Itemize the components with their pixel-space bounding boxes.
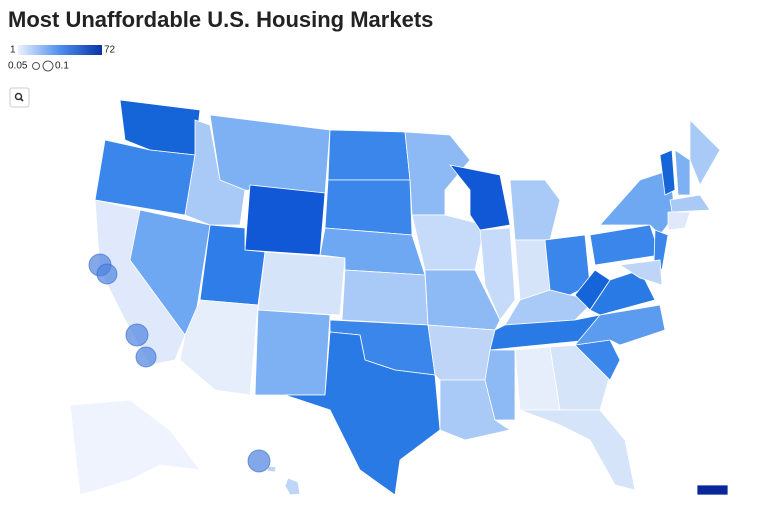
state[interactable]: [689, 119, 721, 186]
state[interactable]: [257, 251, 346, 316]
size-legend-small: 0.05: [8, 61, 28, 72]
state[interactable]: [254, 309, 331, 396]
state[interactable]: [674, 149, 691, 196]
state[interactable]: [509, 179, 561, 241]
states: [69, 99, 729, 496]
legend-min: 1: [10, 45, 16, 56]
state[interactable]: [427, 324, 496, 381]
state[interactable]: [324, 179, 413, 236]
state[interactable]: [404, 131, 471, 216]
state[interactable]: [669, 194, 711, 213]
state[interactable]: [424, 269, 501, 331]
state[interactable]: [696, 484, 729, 496]
legend-max: 72: [104, 45, 116, 56]
state[interactable]: [179, 299, 259, 396]
state[interactable]: [479, 227, 516, 321]
state[interactable]: [519, 409, 636, 491]
state[interactable]: [244, 184, 326, 256]
state[interactable]: [589, 224, 661, 266]
bubble[interactable]: [96, 263, 118, 285]
state[interactable]: [411, 214, 486, 271]
state[interactable]: [327, 129, 411, 181]
bubbles: [88, 253, 271, 473]
state[interactable]: [209, 114, 331, 196]
state[interactable]: [514, 239, 551, 301]
bubble[interactable]: [247, 449, 271, 473]
state[interactable]: [184, 119, 246, 226]
state[interactable]: [574, 269, 611, 311]
state[interactable]: [69, 399, 201, 496]
color-scale: [18, 45, 102, 55]
state[interactable]: [284, 477, 301, 496]
state[interactable]: [484, 349, 516, 421]
state[interactable]: [266, 465, 277, 473]
size-legend-circle: [32, 62, 40, 70]
size-legend-large: 0.1: [55, 61, 69, 72]
size-legend-circle: [42, 60, 54, 72]
title: Most Unaffordable U.S. Housing Markets: [8, 7, 433, 32]
bubble[interactable]: [125, 323, 149, 347]
state[interactable]: [341, 269, 429, 326]
state[interactable]: [618, 259, 663, 286]
search-button[interactable]: [9, 87, 30, 108]
state[interactable]: [284, 331, 441, 496]
state[interactable]: [667, 211, 691, 231]
state[interactable]: [659, 149, 676, 196]
bubble[interactable]: [135, 346, 157, 368]
